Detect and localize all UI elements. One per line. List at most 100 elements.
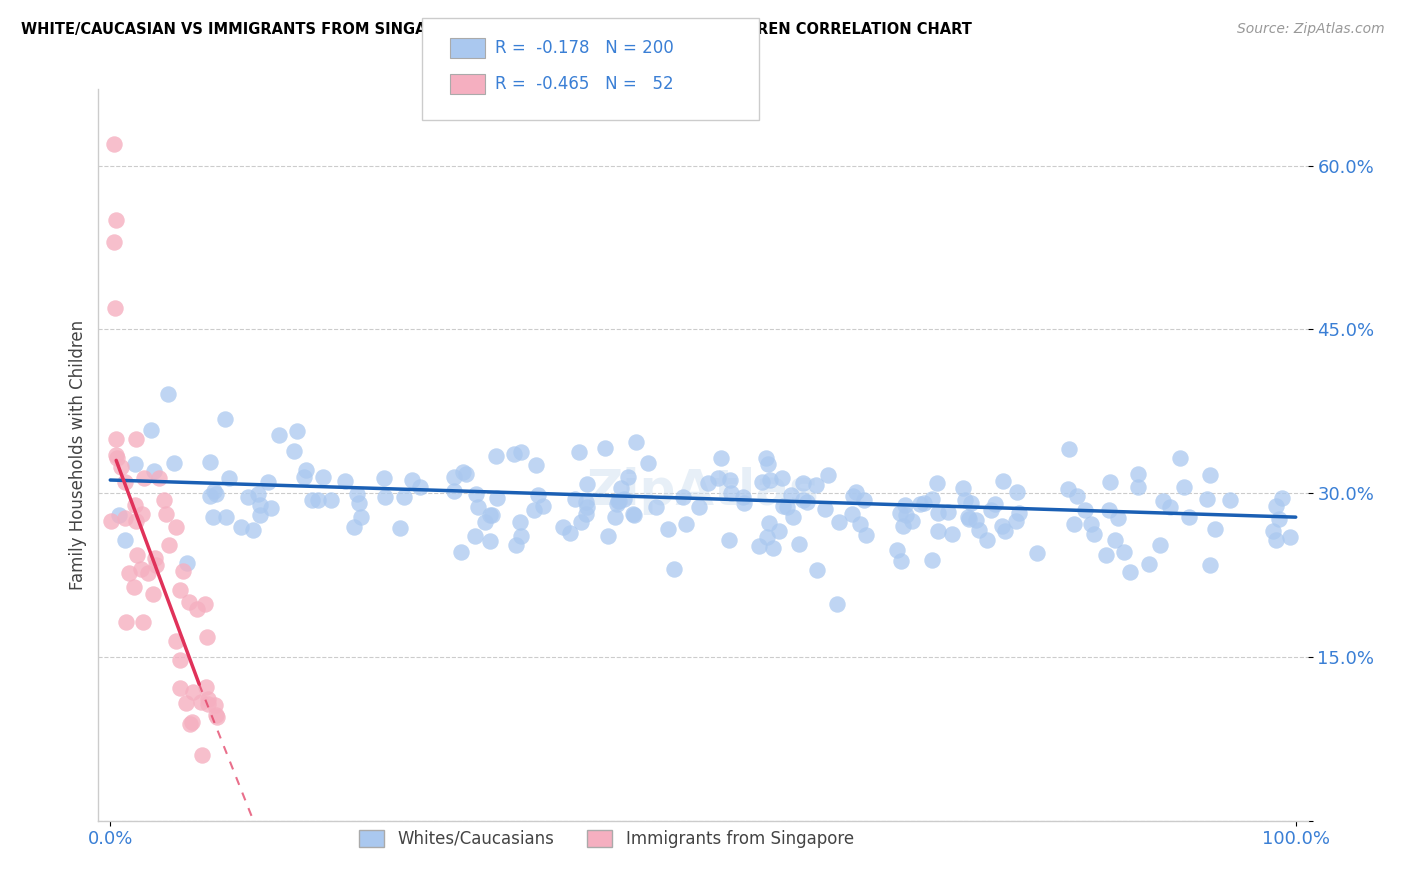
Point xyxy=(195,630,218,644)
Point xyxy=(197,692,219,706)
Point xyxy=(849,516,872,531)
Point xyxy=(755,450,778,465)
Point xyxy=(768,524,790,538)
Point xyxy=(349,496,371,510)
Point xyxy=(205,487,228,501)
Point xyxy=(1057,442,1080,457)
Point xyxy=(1178,510,1201,524)
Point xyxy=(156,386,179,401)
Point xyxy=(575,495,598,509)
Point xyxy=(575,477,598,491)
Point xyxy=(1063,517,1085,532)
Point xyxy=(925,475,948,490)
Point xyxy=(124,498,146,512)
Point xyxy=(607,494,630,508)
Point xyxy=(257,475,280,489)
Point xyxy=(124,457,146,471)
Point xyxy=(215,509,238,524)
Point xyxy=(194,680,217,694)
Point xyxy=(927,524,949,538)
Point xyxy=(976,533,998,547)
Point xyxy=(1173,480,1195,494)
Point xyxy=(143,464,166,478)
Point xyxy=(1199,467,1222,482)
Point xyxy=(104,448,127,462)
Point xyxy=(796,495,818,509)
Point xyxy=(657,522,679,536)
Point xyxy=(1271,491,1294,506)
Point xyxy=(312,470,335,484)
Point xyxy=(610,481,633,495)
Point xyxy=(1261,524,1284,538)
Point xyxy=(941,526,963,541)
Point xyxy=(991,475,1014,489)
Point xyxy=(464,529,486,543)
Point xyxy=(662,562,685,576)
Point xyxy=(576,500,599,514)
Point xyxy=(114,475,136,489)
Point xyxy=(292,470,315,484)
Point xyxy=(804,478,827,492)
Point xyxy=(1219,492,1241,507)
Point xyxy=(1265,499,1288,513)
Point xyxy=(392,491,415,505)
Point xyxy=(558,525,581,540)
Point xyxy=(901,514,924,528)
Point xyxy=(1080,516,1102,531)
Point xyxy=(624,434,647,449)
Point xyxy=(675,516,697,531)
Point xyxy=(179,717,201,731)
Point xyxy=(165,633,187,648)
Point xyxy=(1095,548,1118,562)
Text: R =  -0.465   N =   52: R = -0.465 N = 52 xyxy=(495,75,673,93)
Point xyxy=(114,533,136,548)
Point xyxy=(176,556,198,570)
Point xyxy=(616,470,638,484)
Point xyxy=(451,465,474,479)
Point xyxy=(553,519,575,533)
Point xyxy=(772,500,794,514)
Point xyxy=(169,653,191,667)
Point xyxy=(890,554,912,568)
Point xyxy=(204,698,226,712)
Point xyxy=(510,528,533,542)
Point xyxy=(450,545,472,559)
Point xyxy=(672,491,695,505)
Point xyxy=(249,498,271,512)
Point xyxy=(204,708,226,723)
Point xyxy=(1279,530,1302,544)
Point xyxy=(218,471,240,485)
Point xyxy=(479,508,502,522)
Point xyxy=(748,539,770,553)
Point xyxy=(174,697,197,711)
Point xyxy=(259,500,281,515)
Point xyxy=(717,533,740,547)
Point xyxy=(637,456,659,470)
Text: WHITE/CAUCASIAN VS IMMIGRANTS FROM SINGAPORE FAMILY HOUSEHOLDS WITH CHILDREN COR: WHITE/CAUCASIAN VS IMMIGRANTS FROM SINGA… xyxy=(21,22,972,37)
Point xyxy=(1265,533,1288,548)
Point xyxy=(198,455,221,469)
Point xyxy=(108,508,131,523)
Point xyxy=(301,493,323,508)
Point xyxy=(707,471,730,485)
Point xyxy=(1168,451,1191,466)
Point xyxy=(967,523,990,537)
Point xyxy=(409,480,432,494)
Point xyxy=(148,471,170,485)
Point xyxy=(921,552,943,566)
Point xyxy=(523,502,546,516)
Point xyxy=(142,587,165,601)
Point xyxy=(1119,565,1142,579)
Point xyxy=(814,502,837,516)
Point xyxy=(825,597,848,611)
Point xyxy=(180,714,202,729)
Point xyxy=(990,518,1012,533)
Point xyxy=(756,458,779,472)
Point xyxy=(697,476,720,491)
Point xyxy=(806,563,828,577)
Point xyxy=(443,470,465,484)
Point xyxy=(644,500,666,514)
Point xyxy=(828,515,851,529)
Point xyxy=(467,500,489,514)
Point xyxy=(792,492,814,507)
